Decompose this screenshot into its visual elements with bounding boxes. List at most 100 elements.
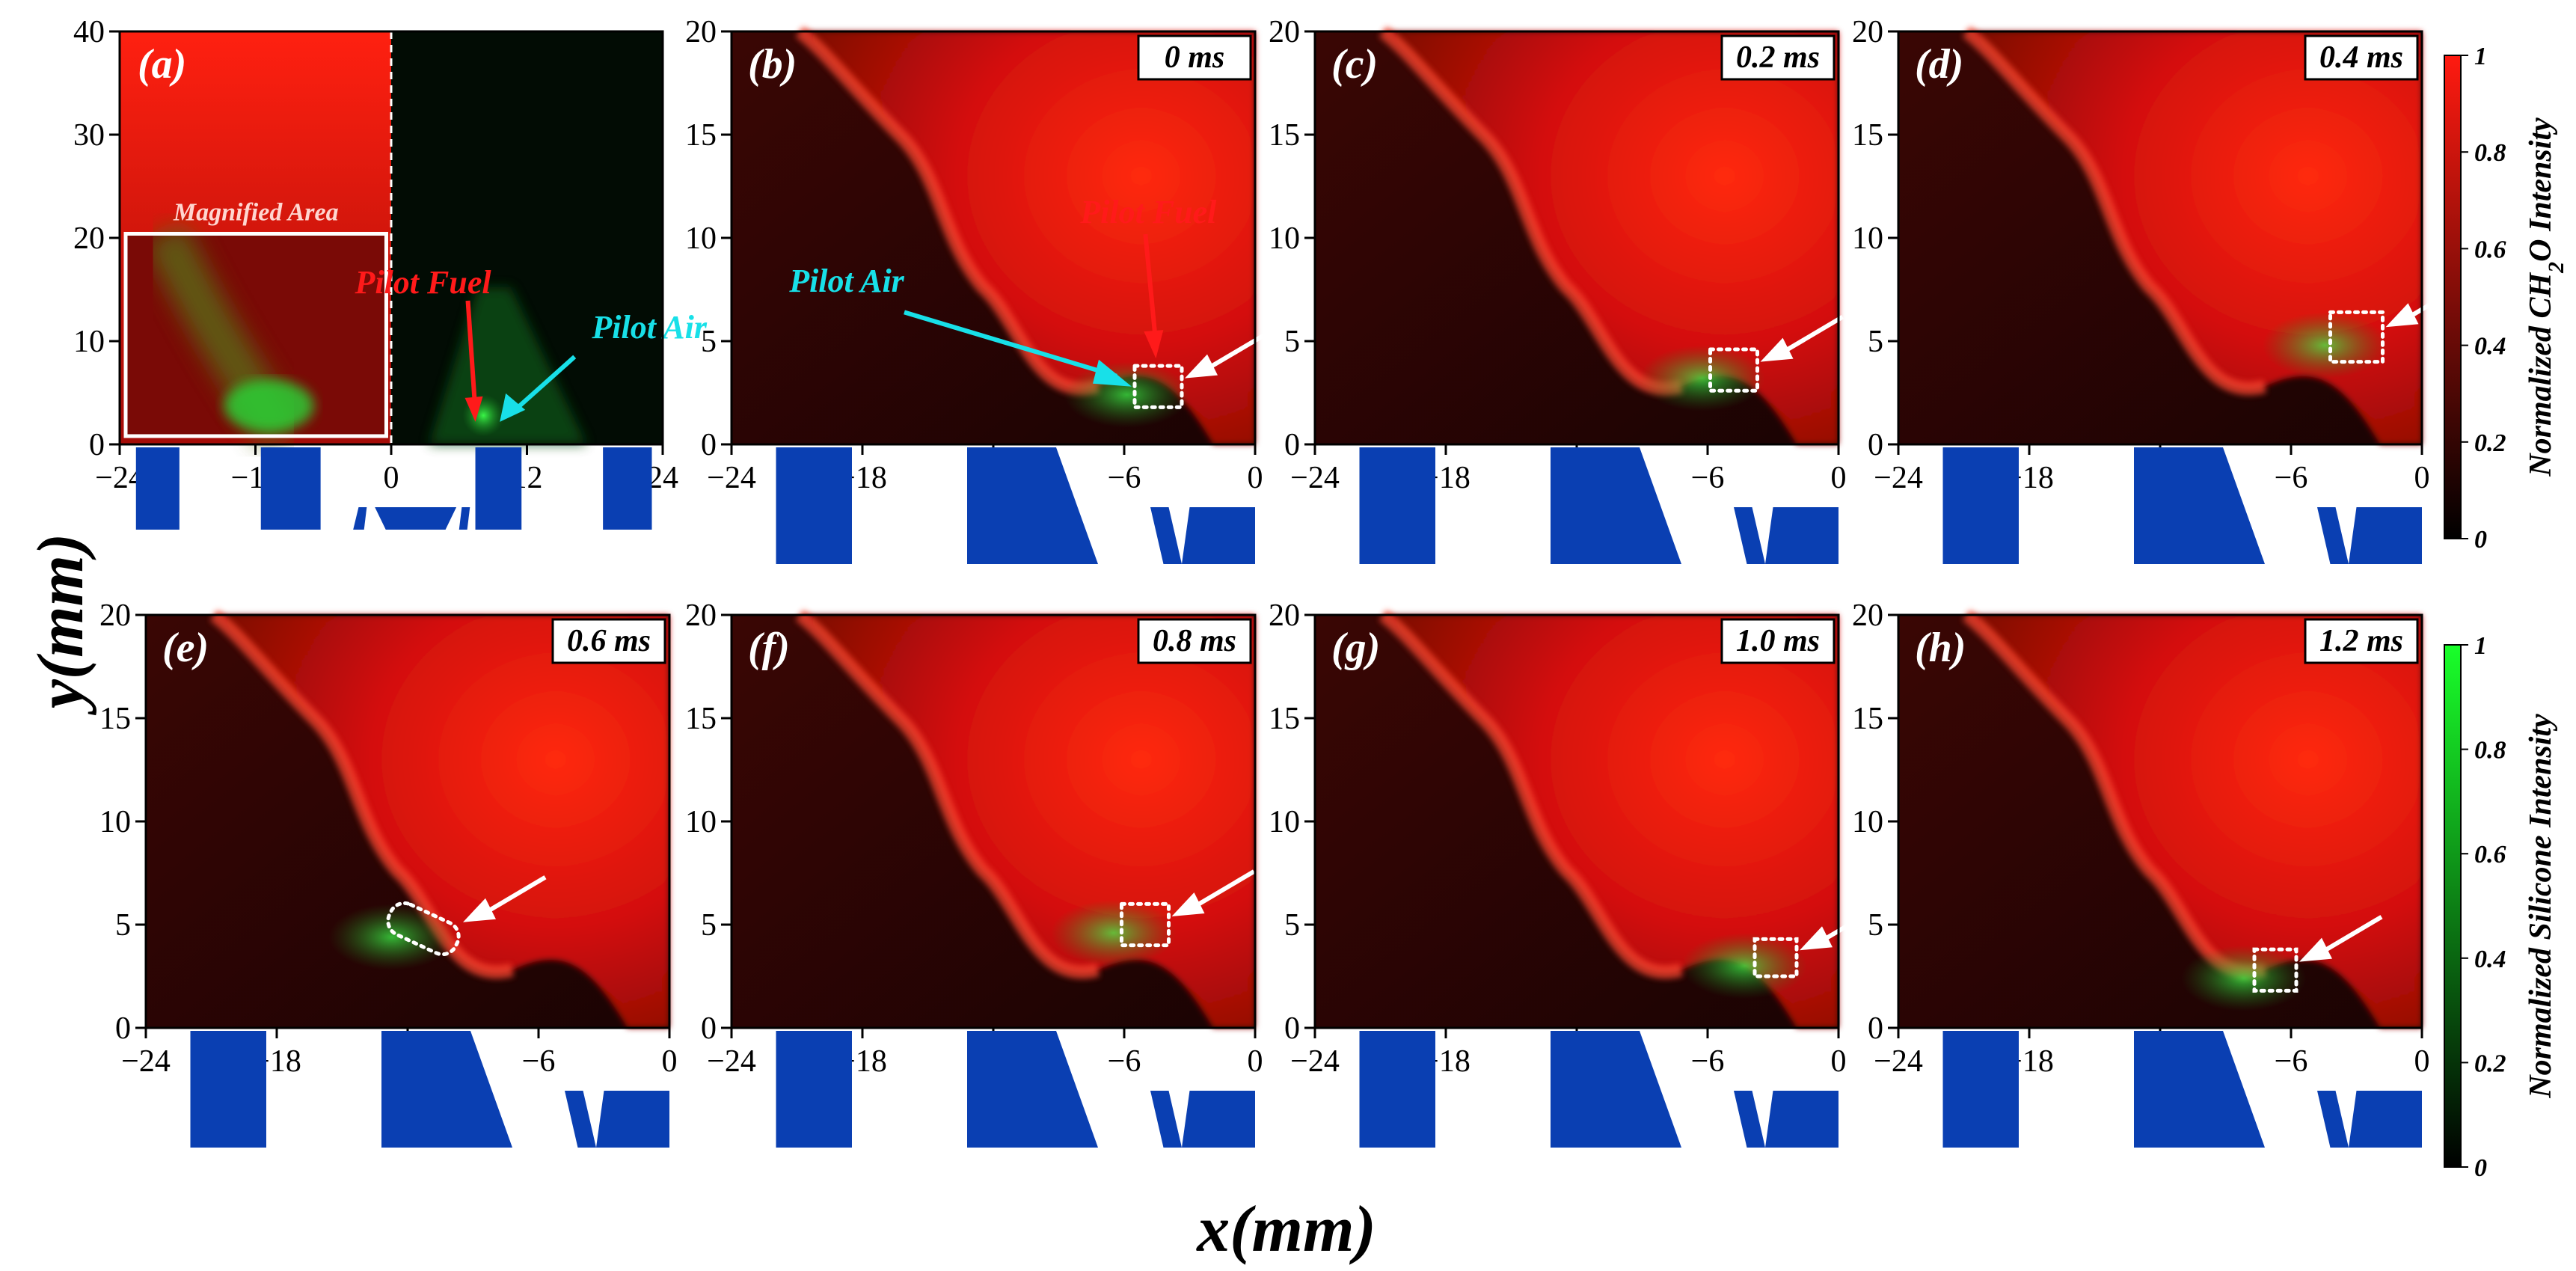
y-tick-label: 0 <box>1284 1011 1300 1046</box>
burner-sliver <box>565 1091 596 1148</box>
colorbar-gradient <box>2444 644 2462 1168</box>
x-tick-label: 0 <box>384 461 399 495</box>
kernel-arrowhead <box>1760 337 1794 362</box>
flame-front <box>795 609 1100 979</box>
y-axis-var: y <box>25 679 97 715</box>
y-axis-title: y(mm) <box>25 533 97 716</box>
colorbar-label-text: Normalized CH <box>2524 272 2558 477</box>
panel-letter: (a) <box>138 41 186 88</box>
y-tick-label: 10 <box>1269 805 1300 839</box>
burner-sliver <box>353 507 367 530</box>
colorbar-tick-label: 1 <box>2474 43 2487 70</box>
x-tick-label: 0 <box>1248 1044 1263 1079</box>
time-badge <box>1137 34 1252 81</box>
panel-letter: (e) <box>162 625 209 671</box>
burner-block <box>2349 507 2422 564</box>
x-axis-paren: ( <box>1230 1193 1256 1266</box>
kernel-arrowhead <box>463 898 496 922</box>
x-tick-label: −6 <box>2275 1044 2308 1079</box>
y-tick-label: 5 <box>1284 325 1300 359</box>
burner-block <box>1942 447 2019 564</box>
air-label: Pilot Air <box>591 309 707 346</box>
fuel-arrowhead <box>464 396 483 422</box>
flame-region <box>1383 31 1839 444</box>
burner-center <box>1551 1031 1681 1148</box>
colorbar-tick-label: 0.8 <box>2474 139 2506 167</box>
y-tick-label: 20 <box>1852 15 1883 49</box>
panel-letter: (b) <box>748 41 797 88</box>
burner-block <box>1942 1031 2019 1148</box>
time-badge <box>551 618 666 664</box>
kernel-arrowhead <box>1171 892 1205 916</box>
flame-region <box>214 615 669 1028</box>
inset-frame <box>123 231 388 438</box>
axis-titles: y(mm)x(mm) <box>25 533 1376 1266</box>
air-arrowhead <box>1093 359 1132 387</box>
x-tick-label: −24 <box>1290 461 1340 495</box>
colorbar-label-text: O Intensity <box>2524 117 2558 262</box>
kernel-box <box>1132 364 1184 409</box>
burner-block <box>260 447 321 530</box>
seed-cloud <box>1051 899 1177 967</box>
y-tick-label: 20 <box>73 221 105 256</box>
panel-letter: (g) <box>1331 625 1380 671</box>
kernel-box <box>386 901 461 957</box>
colorbar-tick-label: 0.4 <box>2474 946 2506 973</box>
time-badge <box>2304 618 2419 664</box>
burner-block <box>1182 507 1255 564</box>
x-tick-label: −6 <box>1108 461 1141 495</box>
kernel-arrowhead <box>2385 303 2419 328</box>
x-tick-label: −6 <box>522 1044 556 1079</box>
time-badge <box>1137 618 1252 664</box>
y-tick-label: 15 <box>685 118 717 153</box>
colorbar-tick-label: 0 <box>2474 1154 2487 1182</box>
burner-block <box>776 447 852 564</box>
y-tick-label: 30 <box>73 118 105 153</box>
y-tick-label: 10 <box>73 325 105 359</box>
y-tick-label: 20 <box>1269 598 1300 633</box>
x-tick-label: 24 <box>647 461 678 495</box>
colorbar-silicone: 1 0.8 0.6 0.4 0.2 0 Normalized Silicone Intens… <box>2444 632 2558 1182</box>
x-axis-var: x <box>1195 1193 1230 1266</box>
panel-letter: (f) <box>748 625 790 671</box>
fuel-arrowhead <box>1144 330 1164 359</box>
x-tick-label: 0 <box>1831 1044 1847 1079</box>
flame-front <box>795 25 1100 396</box>
y-tick-label: 0 <box>115 1011 131 1046</box>
panel-a: Magnified Area (a) Pilot Fuel Pilot Air 40 30… <box>73 15 708 530</box>
kernel-box <box>2328 310 2385 364</box>
y-tick-label: 0 <box>89 428 105 462</box>
kernel-box <box>1752 937 1799 978</box>
burner-block <box>475 447 522 530</box>
y-tick-label: 0 <box>1284 428 1300 462</box>
time-badge <box>2304 34 2419 81</box>
flame-front <box>1962 609 2267 979</box>
x-axis-unit: mm <box>1252 1193 1355 1266</box>
fuel-arrow <box>465 300 478 412</box>
kernel-box <box>1708 347 1759 393</box>
inset-seed <box>224 379 314 432</box>
y-tick-label: 0 <box>1868 1011 1883 1046</box>
x-tick-label: −6 <box>1108 1044 1141 1079</box>
flame-front <box>1379 25 1684 396</box>
x-tick-label: −24 <box>1290 1044 1340 1079</box>
time-label: 0.2 ms <box>1736 40 1820 75</box>
colorbar-label: Normalized Silicone Intensity <box>2524 714 2558 1099</box>
colorbar-label-text: Normalized Silicone Intensity <box>2524 714 2558 1099</box>
flame-front <box>1962 25 2267 396</box>
time-label: 0.8 ms <box>1153 624 1236 658</box>
y-tick-label: 10 <box>685 221 717 256</box>
time-badge <box>1720 34 1836 81</box>
seed-cloud <box>1640 345 1765 411</box>
panel-letter: (d) <box>1915 41 1963 88</box>
flame-region <box>1966 615 2422 1028</box>
burner-block <box>190 1031 266 1148</box>
colorbar-ch2o: 1 0.8 0.6 0.4 0.2 0 Normalized CH2O Intensity <box>2444 43 2569 554</box>
seed-cloud <box>1064 361 1190 428</box>
y-tick-label: 40 <box>73 15 105 49</box>
x-tick-label: −6 <box>1691 1044 1725 1079</box>
